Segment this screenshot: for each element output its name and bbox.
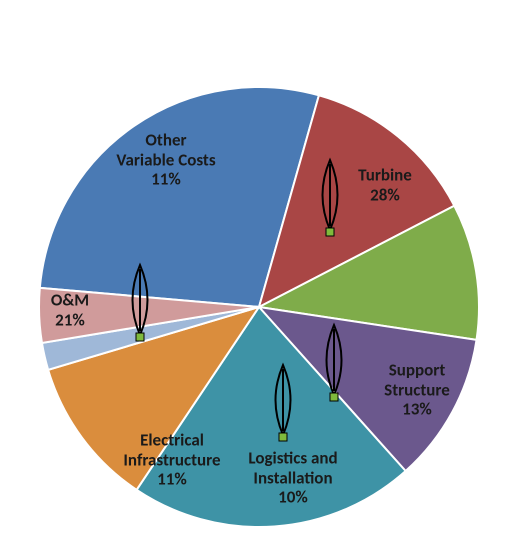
pie-chart-svg xyxy=(0,0,518,540)
pie-chart-container: Turbine28%SupportStructure13%Logistics a… xyxy=(0,0,518,540)
